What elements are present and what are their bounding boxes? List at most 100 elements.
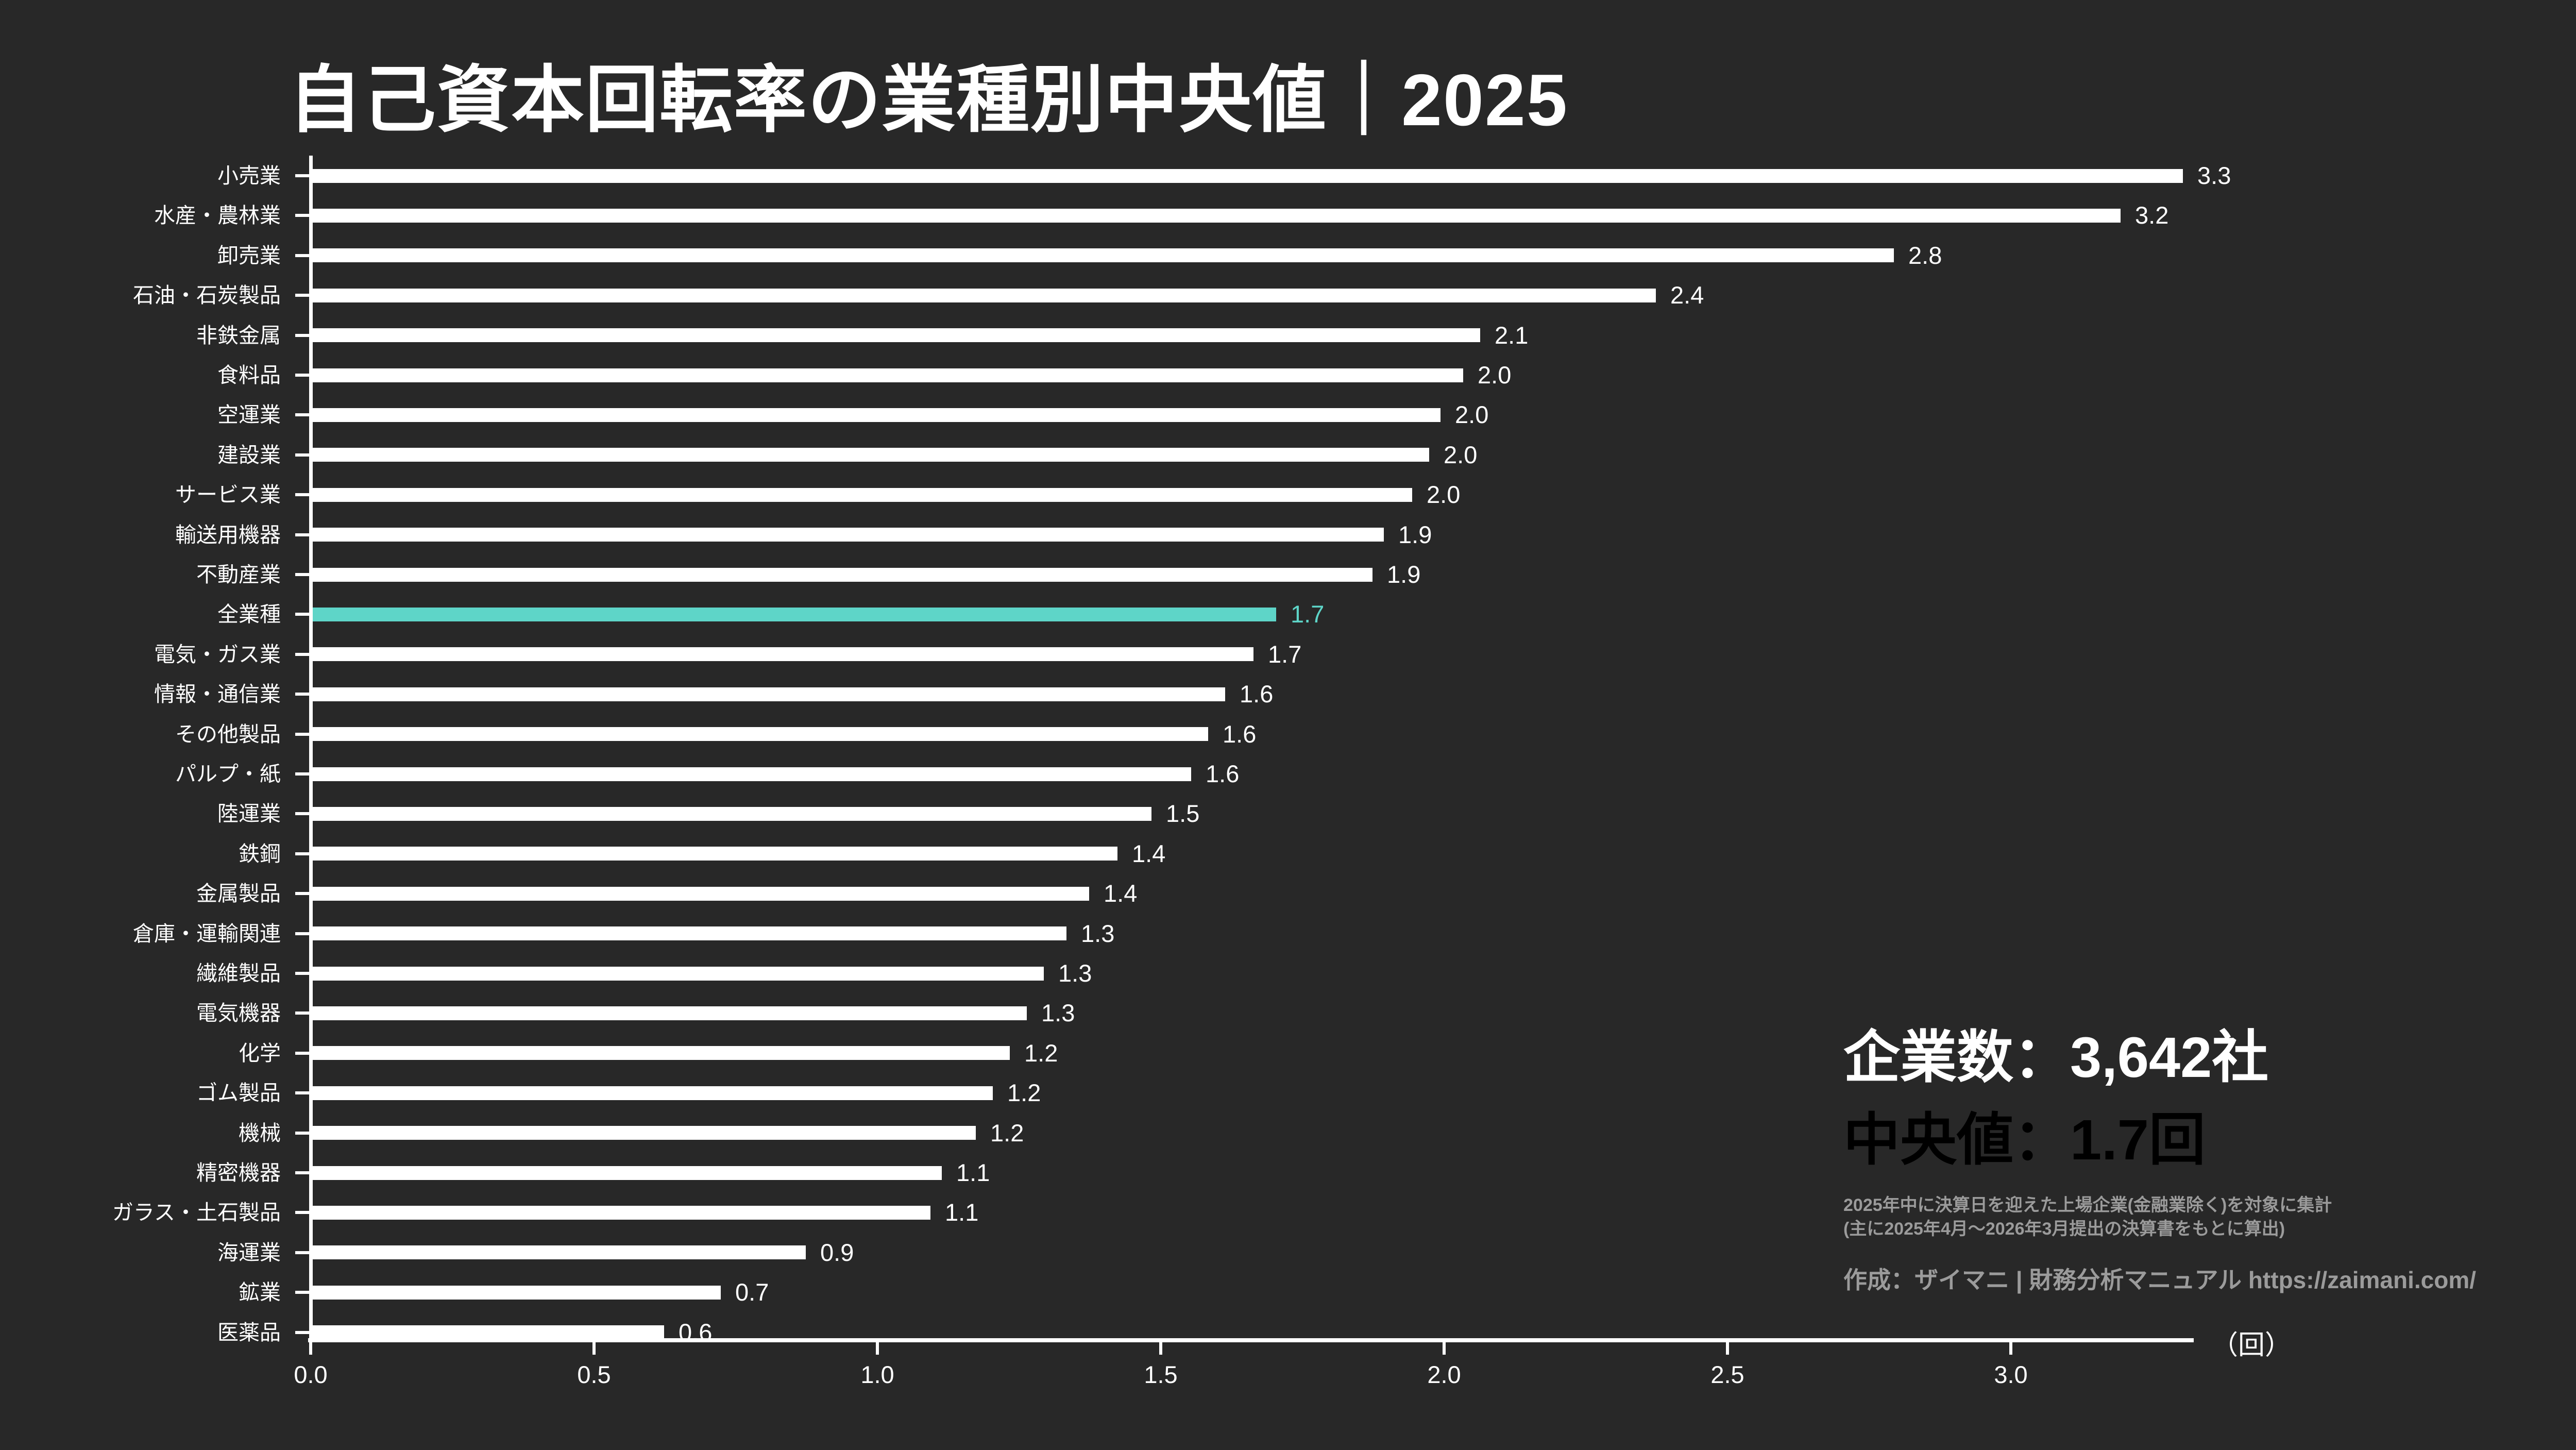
y-axis-tick bbox=[295, 852, 310, 855]
category-label: 空運業 bbox=[217, 403, 281, 427]
value-label: 3.2 bbox=[2135, 201, 2169, 229]
category-label: 金属製品 bbox=[196, 882, 281, 906]
value-label: 1.6 bbox=[1240, 680, 1274, 708]
bar bbox=[313, 886, 1089, 901]
bar-highlighted bbox=[313, 607, 1276, 621]
bar bbox=[313, 647, 1253, 662]
value-label: 2.0 bbox=[1455, 401, 1489, 429]
value-label: 1.1 bbox=[945, 1199, 979, 1226]
category-label: 鉱業 bbox=[239, 1280, 281, 1305]
value-label: 0.9 bbox=[820, 1238, 854, 1266]
bar bbox=[313, 1126, 976, 1140]
y-axis-tick bbox=[295, 652, 310, 656]
y-axis-tick bbox=[295, 254, 310, 257]
bar bbox=[313, 926, 1066, 941]
bar bbox=[313, 448, 1429, 462]
category-label: 小売業 bbox=[217, 164, 281, 188]
y-axis-tick bbox=[295, 573, 310, 576]
bar bbox=[313, 1166, 942, 1180]
x-axis-tick bbox=[309, 1342, 312, 1355]
value-label: 1.3 bbox=[1041, 999, 1075, 1027]
bar bbox=[313, 847, 1117, 861]
category-label: 電気・ガス業 bbox=[154, 642, 281, 666]
bar bbox=[313, 1325, 664, 1340]
x-axis-tick-label: 2.5 bbox=[1710, 1361, 1744, 1388]
category-label: 情報・通信業 bbox=[154, 682, 281, 706]
y-axis-tick bbox=[295, 533, 310, 536]
x-axis-tick bbox=[876, 1342, 879, 1355]
footnote-line-1: 2025年中に決算日を迎えた上場企業(金融業除く)を対象に集計 bbox=[1843, 1195, 2332, 1215]
footnote-text: 2025年中に決算日を迎えた上場企業(金融業除く)を対象に集計 (主に2025年… bbox=[1843, 1193, 2332, 1241]
y-axis-tick bbox=[295, 1251, 310, 1254]
category-label: 機械 bbox=[239, 1121, 281, 1145]
y-axis-tick bbox=[295, 413, 310, 417]
category-label: サービス業 bbox=[175, 483, 281, 507]
x-axis-tick-label: 0.5 bbox=[577, 1361, 611, 1388]
x-axis-tick bbox=[1726, 1342, 1729, 1355]
y-axis-tick bbox=[295, 453, 310, 457]
y-axis-tick bbox=[295, 972, 310, 975]
x-axis-tick-label: 2.0 bbox=[1427, 1361, 1461, 1388]
bar bbox=[313, 567, 1372, 582]
bar bbox=[313, 408, 1440, 422]
category-label: 全業種 bbox=[217, 602, 281, 627]
category-label: その他製品 bbox=[175, 722, 281, 746]
value-label: 2.4 bbox=[1670, 281, 1704, 309]
x-axis-line bbox=[308, 1338, 2194, 1342]
value-label: 1.9 bbox=[1398, 520, 1432, 548]
y-axis-tick bbox=[295, 1131, 310, 1135]
bar bbox=[313, 806, 1151, 821]
x-axis-tick-label: 3.0 bbox=[1994, 1361, 2028, 1388]
value-label: 1.2 bbox=[1007, 1079, 1041, 1107]
bar bbox=[313, 368, 1463, 382]
category-label: ガラス・土石製品 bbox=[112, 1201, 281, 1225]
value-label: 1.6 bbox=[1206, 760, 1240, 787]
bar bbox=[313, 208, 2121, 223]
y-axis-tick bbox=[295, 174, 310, 177]
category-label: 不動産業 bbox=[196, 563, 281, 586]
y-axis-line bbox=[309, 156, 313, 1342]
x-axis-tick-label: 1.0 bbox=[860, 1361, 894, 1388]
axis-unit-label: （回） bbox=[2211, 1330, 2292, 1360]
category-label: ゴム製品 bbox=[196, 1081, 281, 1105]
category-label: 卸売業 bbox=[217, 243, 281, 267]
category-label: 建設業 bbox=[217, 443, 281, 467]
x-axis-tick bbox=[1443, 1342, 1446, 1355]
x-axis-tick-label: 0.0 bbox=[294, 1361, 328, 1388]
category-label: 陸運業 bbox=[217, 802, 281, 826]
value-label: 2.0 bbox=[1478, 361, 1512, 389]
value-label: 2.0 bbox=[1427, 481, 1461, 509]
category-label: 水産・農林業 bbox=[154, 204, 281, 228]
y-axis-tick bbox=[295, 693, 310, 696]
bar bbox=[313, 528, 1384, 542]
y-axis-tick bbox=[295, 1051, 310, 1055]
bar bbox=[313, 966, 1044, 981]
category-label: 鉄鋼 bbox=[239, 841, 281, 866]
bar bbox=[313, 1245, 806, 1260]
y-axis-tick bbox=[295, 1171, 310, 1174]
category-label: 電気機器 bbox=[196, 1001, 281, 1025]
value-label: 1.9 bbox=[1387, 561, 1421, 588]
value-label: 3.3 bbox=[2197, 162, 2231, 189]
y-axis-tick bbox=[295, 493, 310, 497]
y-axis-tick bbox=[295, 214, 310, 217]
value-label: 1.4 bbox=[1132, 839, 1166, 867]
bar bbox=[313, 767, 1191, 781]
value-label: 0.7 bbox=[735, 1278, 769, 1306]
category-label: 繊維製品 bbox=[196, 962, 281, 985]
y-axis-tick bbox=[295, 333, 310, 337]
value-label: 1.3 bbox=[1081, 919, 1115, 947]
y-axis-tick bbox=[295, 892, 310, 896]
value-label: 1.5 bbox=[1166, 800, 1200, 828]
x-axis-tick-label: 1.5 bbox=[1144, 1361, 1178, 1388]
value-label: 1.7 bbox=[1268, 640, 1302, 668]
bar bbox=[313, 328, 1480, 343]
y-axis-tick bbox=[295, 932, 310, 935]
category-label: 石油・石炭製品 bbox=[133, 283, 281, 308]
page-title: 自己資本回転率の業種別中央値｜2025 bbox=[289, 59, 1568, 141]
bar bbox=[313, 248, 1894, 263]
value-label: 0.6 bbox=[679, 1318, 713, 1346]
category-label: 精密機器 bbox=[196, 1161, 281, 1185]
y-axis-tick bbox=[295, 812, 310, 816]
y-axis-tick bbox=[295, 772, 310, 775]
